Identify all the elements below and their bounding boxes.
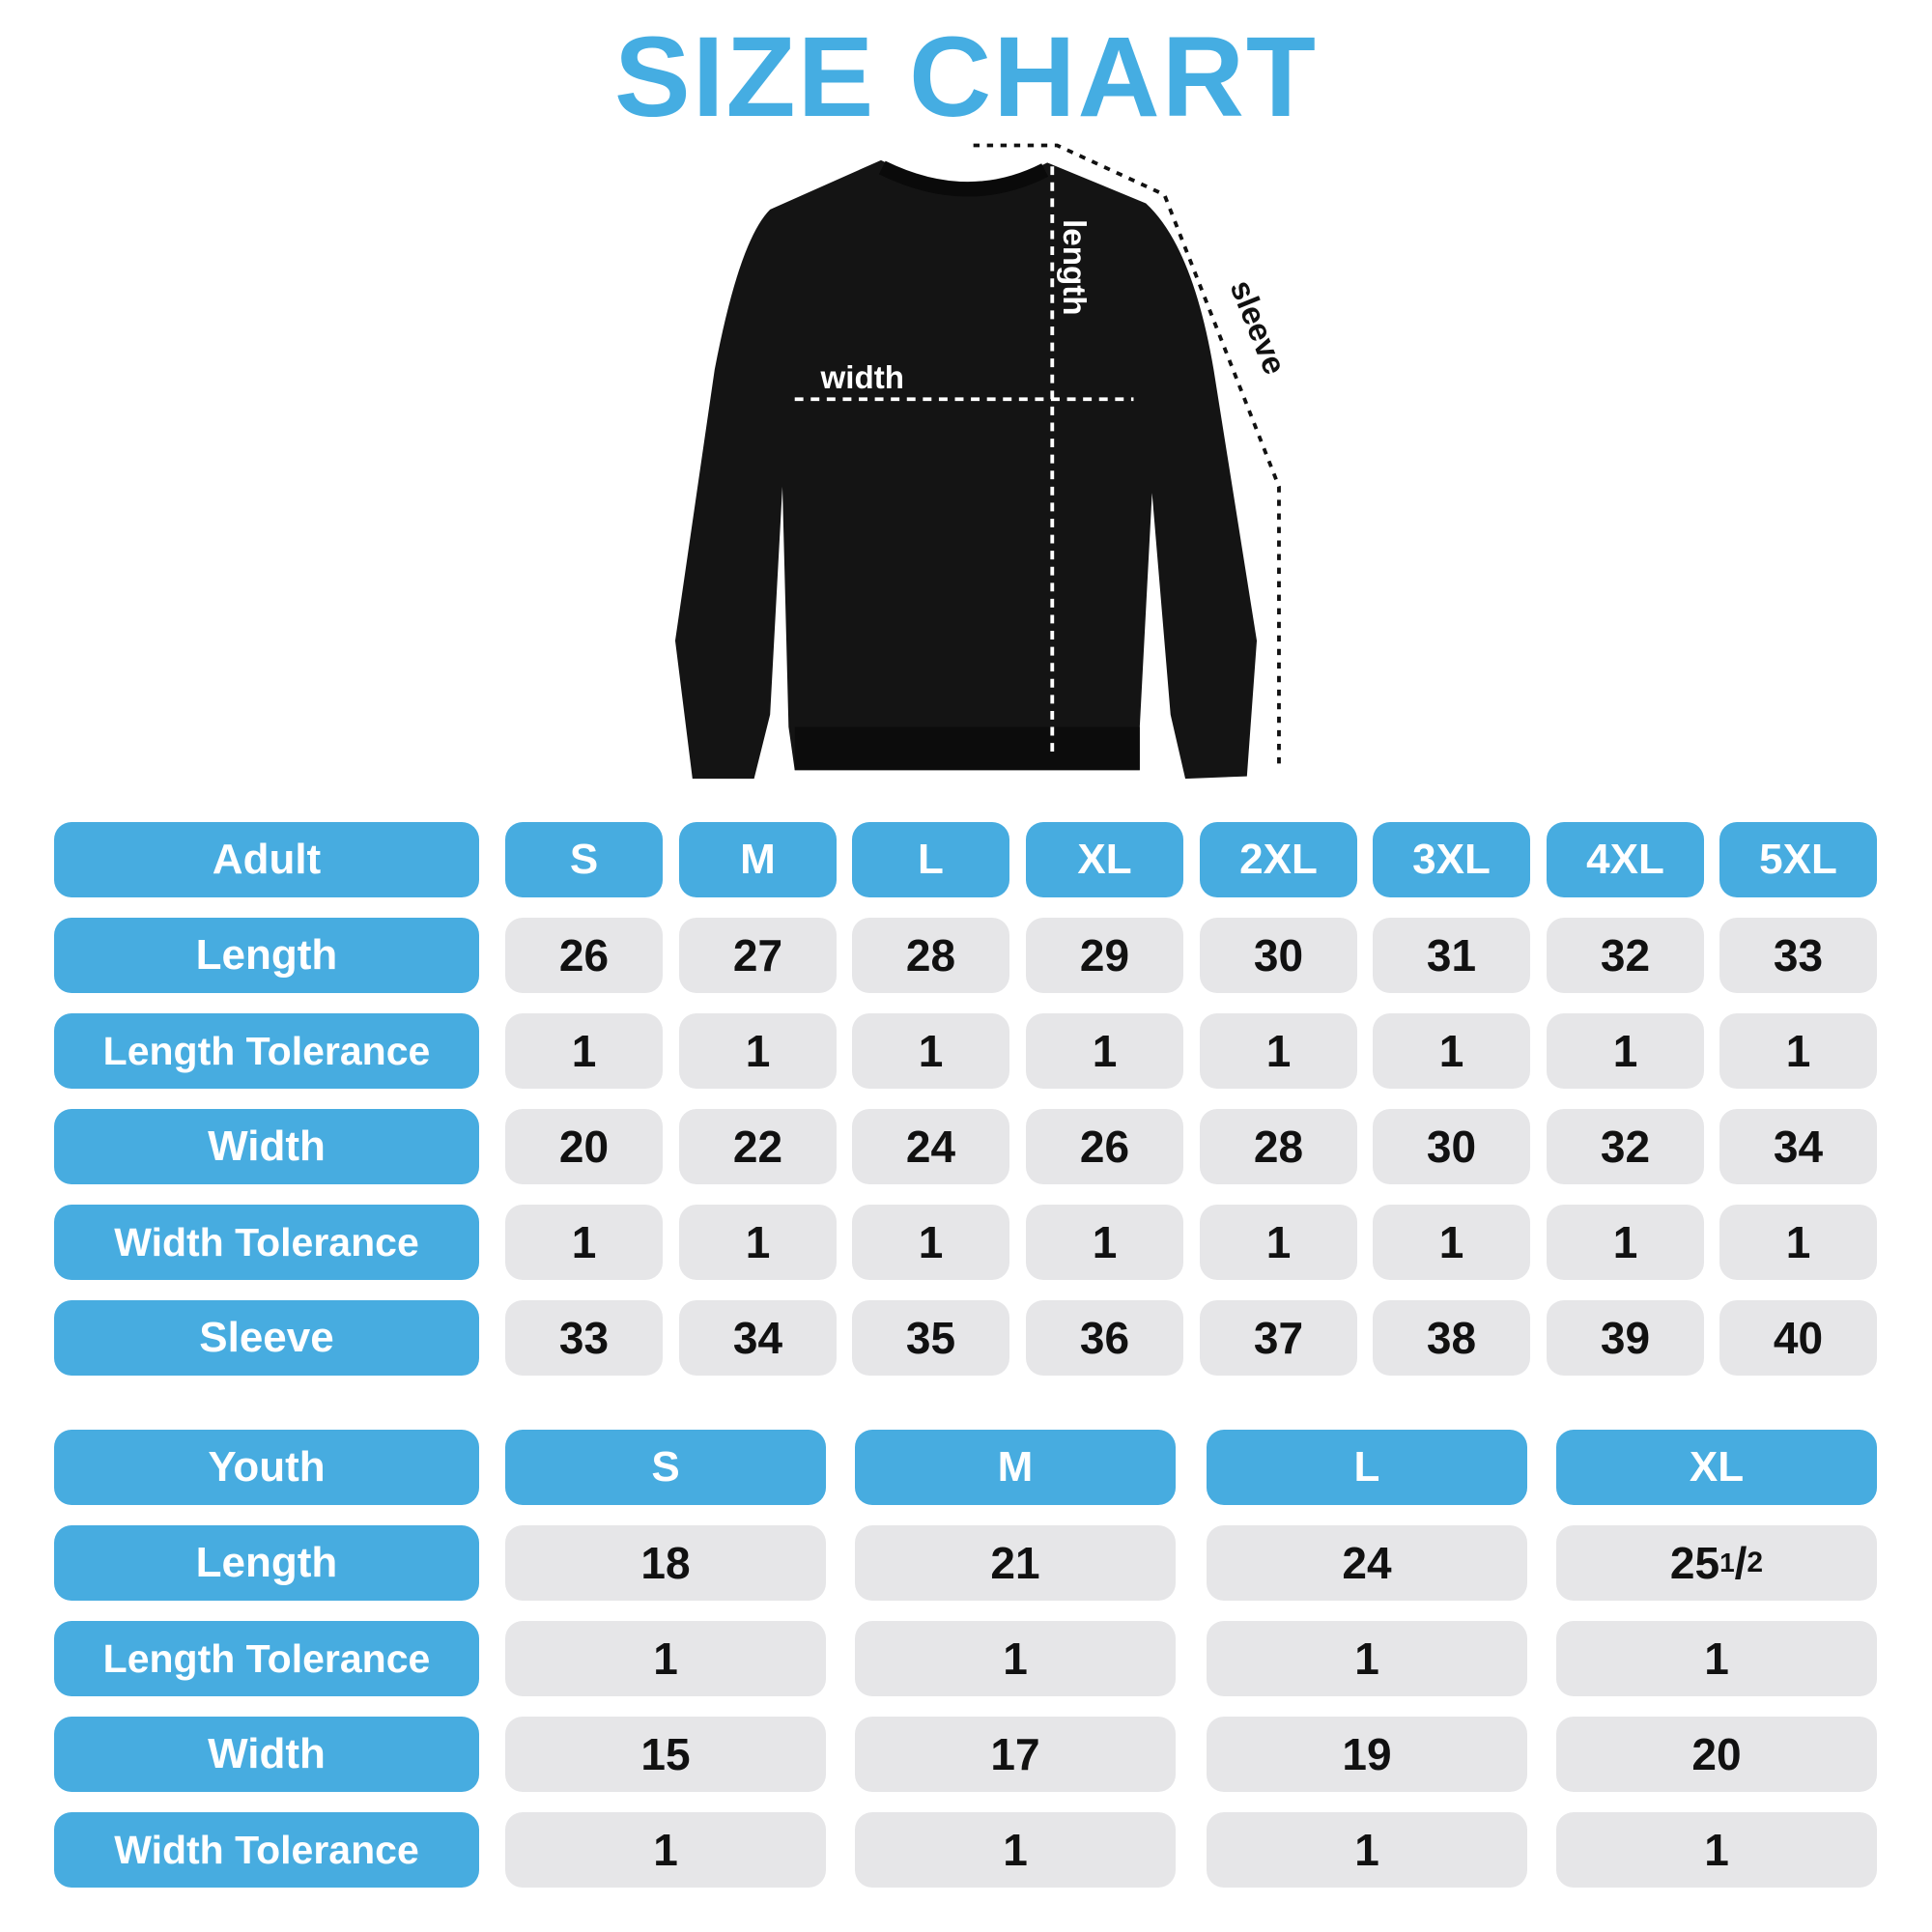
youth-size-header: M (855, 1430, 1176, 1505)
adult-value-cell: 36 (1026, 1300, 1183, 1376)
adult-value-cell: 22 (679, 1109, 837, 1184)
adult-size-header: S (505, 822, 663, 897)
adult-value-cell: 20 (505, 1109, 663, 1184)
adult-value-cell: 33 (1719, 918, 1877, 993)
adult-value-cell: 1 (1200, 1205, 1357, 1280)
youth-value-cell: 15 (505, 1717, 826, 1792)
adult-row-label: Length Tolerance (54, 1013, 479, 1089)
adult-value-cell: 27 (679, 918, 837, 993)
youth-size-header: L (1207, 1430, 1527, 1505)
adult-value-cell: 1 (679, 1013, 837, 1089)
adult-value-cell: 32 (1547, 918, 1704, 993)
adult-value-cell: 37 (1200, 1300, 1357, 1376)
youth-value-cell: 1 (855, 1812, 1176, 1888)
adult-size-header: 4XL (1547, 822, 1704, 897)
youth-value-cell: 1 (1556, 1621, 1877, 1696)
adult-value-cell: 1 (1026, 1013, 1183, 1089)
adult-value-cell: 1 (1026, 1205, 1183, 1280)
adult-value-cell: 1 (505, 1013, 663, 1089)
adult-value-cell: 33 (505, 1300, 663, 1376)
adult-row-label: Width Tolerance (54, 1205, 479, 1280)
adult-row-label: Sleeve (54, 1300, 479, 1376)
youth-value-cell: 20 (1556, 1717, 1877, 1792)
youth-value-cell: 24 (1207, 1525, 1527, 1601)
youth-value-cell: 18 (505, 1525, 826, 1601)
sweatshirt-hem (794, 726, 1140, 771)
youth-size-header: S (505, 1430, 826, 1505)
youth-row-label: Width (54, 1717, 479, 1792)
adult-value-cell: 38 (1373, 1300, 1530, 1376)
adult-value-cell: 1 (1719, 1013, 1877, 1089)
youth-value-cell: 1 (505, 1812, 826, 1888)
adult-value-cell: 1 (1373, 1205, 1530, 1280)
adult-value-cell: 1 (1719, 1205, 1877, 1280)
length-label: length (1056, 219, 1092, 315)
youth-value-cell: 1 (1556, 1812, 1877, 1888)
youth-value-cell: 1 (1207, 1621, 1527, 1696)
adult-value-cell: 1 (1547, 1013, 1704, 1089)
youth-value-cell: 25 1/2 (1556, 1525, 1877, 1601)
youth-value-cell: 1 (855, 1621, 1176, 1696)
sleeve-measure-line (973, 143, 1281, 771)
adult-value-cell: 34 (1719, 1109, 1877, 1184)
adult-value-cell: 28 (852, 918, 1009, 993)
youth-value-cell: 21 (855, 1525, 1176, 1601)
adult-value-cell: 29 (1026, 918, 1183, 993)
sweatshirt-collar (878, 160, 1049, 197)
youth-row-label: Width Tolerance (54, 1812, 479, 1888)
adult-value-cell: 30 (1200, 918, 1357, 993)
adult-value-cell: 35 (852, 1300, 1009, 1376)
adult-value-cell: 1 (852, 1013, 1009, 1089)
adult-value-cell: 34 (679, 1300, 837, 1376)
youth-value-cell: 1 (505, 1621, 826, 1696)
adult-row-label: Width (54, 1109, 479, 1184)
adult-value-cell: 1 (505, 1205, 663, 1280)
adult-row-label: Length (54, 918, 479, 993)
adult-value-cell: 1 (1547, 1205, 1704, 1280)
youth-value-cell: 19 (1207, 1717, 1527, 1792)
adult-size-header: XL (1026, 822, 1183, 897)
adult-value-cell: 30 (1373, 1109, 1530, 1184)
adult-value-cell: 24 (852, 1109, 1009, 1184)
adult-size-header: 2XL (1200, 822, 1357, 897)
adult-size-header: M (679, 822, 837, 897)
adult-value-cell: 26 (505, 918, 663, 993)
adult-size-header: 5XL (1719, 822, 1877, 897)
youth-row-label: Length Tolerance (54, 1621, 479, 1696)
adult-value-cell: 1 (852, 1205, 1009, 1280)
adult-value-cell: 26 (1026, 1109, 1183, 1184)
page-title: SIZE CHART (614, 14, 1318, 141)
adult-header-label: Adult (54, 822, 479, 897)
adult-value-cell: 40 (1719, 1300, 1877, 1376)
sleeve-label: sleeve (1223, 275, 1293, 380)
adult-value-cell: 39 (1547, 1300, 1704, 1376)
adult-value-cell: 1 (1373, 1013, 1530, 1089)
youth-value-cell: 1 (1207, 1812, 1527, 1888)
youth-header-label: Youth (54, 1430, 479, 1505)
youth-size-header: XL (1556, 1430, 1877, 1505)
adult-value-cell: 31 (1373, 918, 1530, 993)
adult-value-cell: 32 (1547, 1109, 1704, 1184)
sweatshirt-body (674, 159, 1258, 780)
adult-size-header: 3XL (1373, 822, 1530, 897)
adult-size-header: L (852, 822, 1009, 897)
width-label: width (819, 360, 904, 396)
adult-value-cell: 1 (679, 1205, 837, 1280)
youth-row-label: Length (54, 1525, 479, 1601)
youth-value-cell: 17 (855, 1717, 1176, 1792)
adult-value-cell: 28 (1200, 1109, 1357, 1184)
adult-value-cell: 1 (1200, 1013, 1357, 1089)
